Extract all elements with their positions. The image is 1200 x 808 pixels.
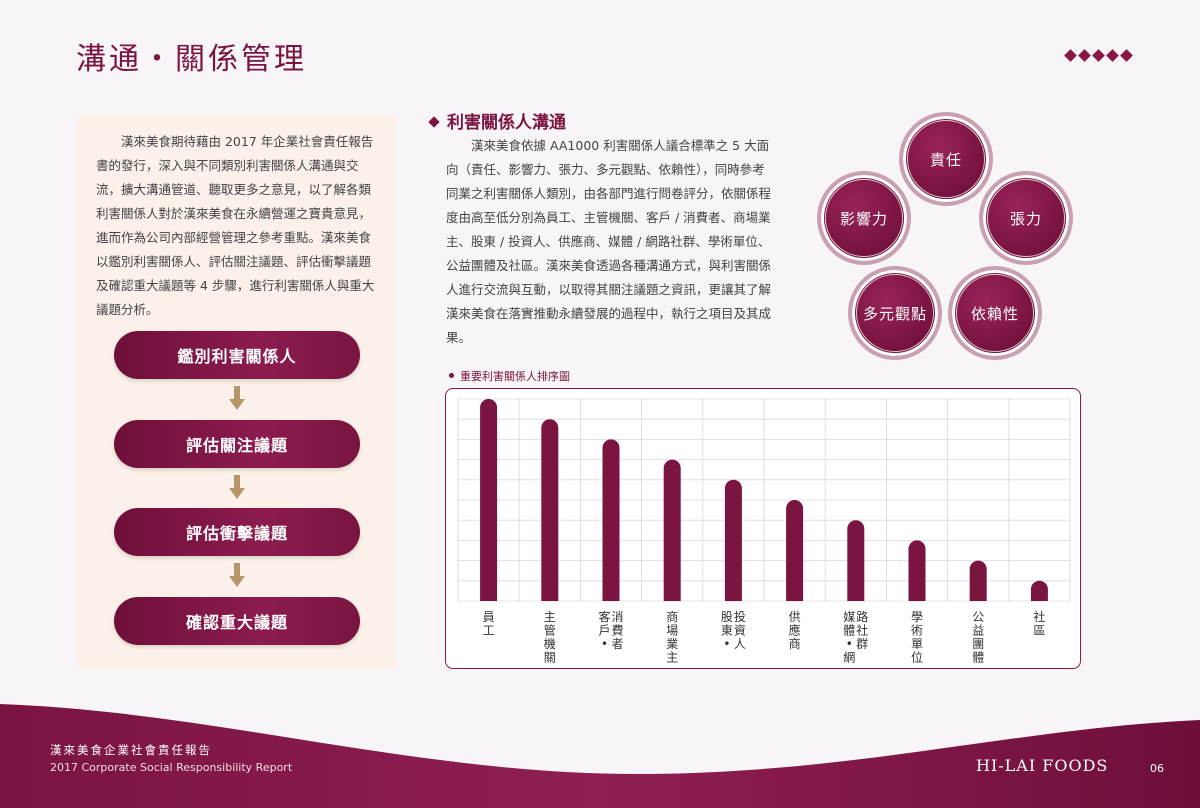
- svg-text:媒: 媒: [843, 610, 855, 624]
- svg-text:管: 管: [544, 623, 556, 638]
- chart-bar: [724, 479, 742, 601]
- section-heading-text: 利害關係人溝通: [447, 113, 566, 133]
- chart-bar: [541, 419, 559, 601]
- svg-text:學: 學: [911, 610, 923, 624]
- section-paragraph: 漢來美食依據 AA1000 利害關係人議合標準之 5 大面向（責任、影響力、張力…: [446, 138, 772, 345]
- svg-text:群: 群: [856, 637, 868, 651]
- arrow-down-icon: [229, 563, 245, 589]
- chart-category-label: 商場業主: [666, 609, 678, 665]
- step-assess-impact: 評估衝擊議題: [114, 508, 360, 556]
- svg-text:體: 體: [843, 624, 855, 638]
- svg-text:者: 者: [611, 637, 623, 651]
- chart-category-label: 供應商: [789, 610, 801, 651]
- chart-category-label: 客戶•消費者: [598, 609, 623, 651]
- footer-report-title-en: 2017 Corporate Social Responsibility Rep…: [50, 761, 293, 774]
- chart-category-label: 員工: [483, 610, 495, 638]
- chart-bar: [1030, 580, 1048, 601]
- step-confirm-material: 確認重大議題: [114, 597, 360, 645]
- svg-text:公: 公: [972, 610, 984, 624]
- svg-text:位: 位: [911, 650, 923, 665]
- svg-text:業: 業: [666, 637, 678, 651]
- chart-category-label: 主管機關: [544, 610, 556, 665]
- svg-text:•: •: [723, 637, 730, 651]
- bullet-icon: [449, 373, 454, 378]
- diamond-icon: [428, 116, 440, 128]
- stakeholder-ranking-chart: 員工主管機關客戶 • 消費者商場業主股東 • 投資人供應商媒體 • 網路社群學術單位公益團體…: [445, 388, 1081, 669]
- svg-text:供: 供: [789, 610, 801, 624]
- svg-text:員: 員: [483, 610, 495, 624]
- chart-bar: [847, 520, 865, 601]
- page-number: 06: [1150, 762, 1164, 775]
- chart-bar: [602, 439, 620, 601]
- chart-bar: [908, 540, 926, 601]
- principle-perspectives: 多元觀點: [852, 270, 938, 356]
- svg-text:社: 社: [1033, 609, 1045, 624]
- arrow-down-icon: [229, 475, 245, 501]
- chart-category-label: 媒體•網 路社群: [843, 609, 868, 665]
- section-heading: 利害關係人溝通: [428, 108, 566, 133]
- svg-text:體: 體: [972, 651, 984, 665]
- chart-bar: [663, 459, 681, 601]
- svg-text:網: 網: [843, 651, 855, 665]
- chart-title: 重要利害關係人排序圖: [449, 368, 570, 384]
- principle-dependency: 依賴性: [952, 270, 1038, 356]
- svg-text:社: 社: [856, 623, 868, 638]
- svg-text:團: 團: [972, 637, 984, 651]
- svg-text:區: 區: [1033, 624, 1045, 638]
- svg-text:人: 人: [734, 637, 746, 651]
- svg-text:•: •: [846, 637, 853, 651]
- svg-text:益: 益: [972, 624, 984, 638]
- chart-canvas: 員工主管機關客戶•消費者商場業主股東•投資人供應商媒體•網路社群學術單位公益團體…: [457, 398, 1071, 665]
- page-title: 溝通・關係管理: [76, 42, 307, 77]
- intro-paragraph: 漢來美食期待藉由 2017 年企業社會責任報告書的發行，深入與不同類別利害關係人…: [96, 134, 375, 317]
- principle-influence: 影響力: [821, 175, 907, 261]
- brand-logo: HI-LAI FOODS: [976, 756, 1109, 775]
- chart-bar: [480, 399, 498, 601]
- arrow-down-icon: [229, 386, 245, 412]
- svg-text:•: •: [601, 637, 608, 651]
- svg-text:機: 機: [544, 636, 556, 651]
- svg-text:關: 關: [544, 651, 556, 665]
- svg-text:單: 單: [911, 637, 923, 651]
- svg-text:應: 應: [789, 623, 801, 638]
- svg-text:術: 術: [911, 624, 923, 638]
- step-assess-concerns: 評估關注議題: [114, 420, 360, 468]
- svg-text:消: 消: [611, 610, 623, 624]
- chart-category-label: 學術單位: [911, 610, 923, 665]
- svg-text:主: 主: [666, 651, 678, 665]
- svg-text:投: 投: [734, 609, 746, 624]
- chart-category-label: 股東• 投資人: [721, 609, 746, 651]
- chart-bar: [969, 560, 987, 601]
- svg-text:客: 客: [598, 609, 610, 624]
- svg-text:商: 商: [666, 609, 678, 624]
- footer-wave: [0, 704, 1200, 808]
- svg-text:費: 費: [611, 623, 623, 638]
- chart-category-label: 公益團體: [972, 610, 984, 665]
- svg-text:資: 資: [734, 624, 746, 638]
- chart-grid: [457, 398, 1071, 602]
- diamond-ornament: [1064, 49, 1136, 65]
- footer-report-title-cn: 漢來美食企業社會責任報告: [50, 743, 212, 757]
- svg-text:工: 工: [483, 624, 495, 638]
- svg-text:戶: 戶: [598, 624, 610, 638]
- chart-bar: [786, 500, 804, 601]
- step-identify: 鑑別利害關係人: [114, 331, 360, 379]
- svg-text:主: 主: [544, 610, 556, 624]
- svg-text:路: 路: [856, 609, 868, 624]
- svg-text:東: 東: [721, 624, 733, 638]
- principle-responsibility: 責任: [903, 116, 989, 202]
- svg-text:商: 商: [789, 636, 801, 651]
- chart-category-label: 社區: [1033, 609, 1045, 638]
- principle-tension: 張力: [983, 175, 1069, 261]
- svg-text:股: 股: [721, 610, 733, 624]
- svg-text:場: 場: [666, 624, 678, 638]
